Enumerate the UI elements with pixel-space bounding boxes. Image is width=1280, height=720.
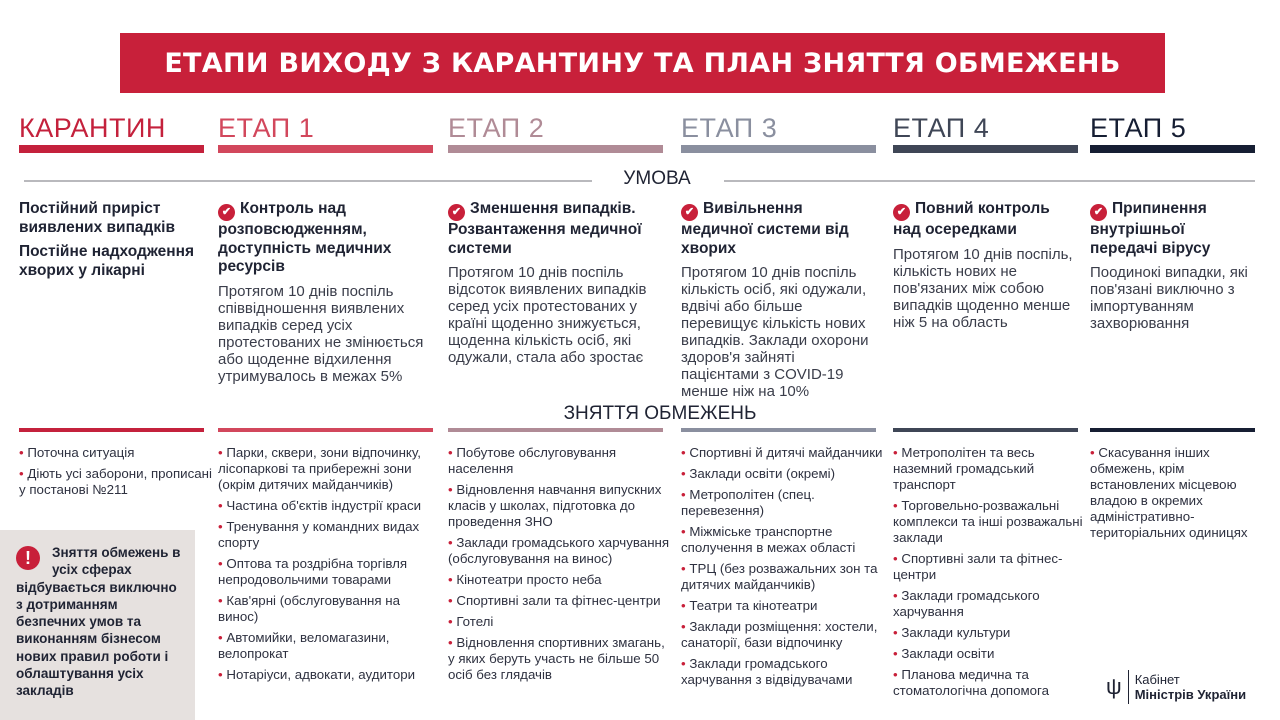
condition-title: Вивільнення медичної системи від хворих <box>681 200 849 257</box>
list-item: Готелі <box>448 614 673 630</box>
list-item: Заклади громадського харчування з відвід… <box>681 656 886 688</box>
check-circle-icon: ✔ <box>448 204 465 221</box>
list-item: Відновлення спортивних змагань, у яких б… <box>448 635 673 683</box>
condition-heading: Постійний приріст виявлених випадків <box>19 200 204 237</box>
page-title: ЕТАПИ ВИХОДУ З КАРАНТИНУ ТА ПЛАН ЗНЯТТЯ … <box>120 33 1165 93</box>
divider <box>1127 670 1129 704</box>
logo-line2: Міністрів України <box>1134 687 1247 702</box>
condition-heading: ✔ Повний контроль над осередками <box>893 200 1078 240</box>
condition-heading: Постійне надходження хворих у лікарні <box>19 243 195 279</box>
section-restrictions: ЗНЯТТЯ ОБМЕЖЕНЬ <box>551 403 769 425</box>
stage-label: КАРАНТИН <box>19 113 166 143</box>
note-text: Зняття обмежень в усіх сферах відбуваєть… <box>16 545 181 699</box>
list-item: Кінотеатри просто неба <box>448 572 673 588</box>
trident-icon: ψ <box>1106 674 1122 699</box>
list-item: Спортивні зали та фітнес-центри <box>448 593 673 609</box>
list-item: Заклади розміщення: хостели, санаторії, … <box>681 619 886 651</box>
list-item: Відновлення навчання випускних класів у … <box>448 482 673 530</box>
check-circle-icon: ✔ <box>1090 204 1107 221</box>
list-item: Скасування інших обмежень, крім встановл… <box>1090 445 1265 541</box>
list-item: Театри та кінотеатри <box>681 598 886 614</box>
list-item: Тренування у командних видах спорту <box>218 519 443 551</box>
stage-bar <box>893 145 1078 153</box>
condition-block: ✔ Припинення внутрішньої передачі вірусу П… <box>1090 200 1255 332</box>
stage-label: ЕТАП 3 <box>681 113 778 143</box>
condition-title: Припинення внутрішньої передачі вірусу <box>1090 200 1211 257</box>
condition-title: Зменшення випадків. Розвантаження медичн… <box>448 200 642 257</box>
stage-label: ЕТАП 2 <box>448 113 545 143</box>
check-circle-icon: ✔ <box>893 204 910 221</box>
condition-text: Протягом 10 днів поспіль кількість осіб,… <box>681 264 869 400</box>
logo-line1: Кабінет <box>1134 672 1180 687</box>
list-item: Частина об'єктів індустрії краси <box>218 498 443 514</box>
condition-title: Повний контроль над осередками <box>893 200 1050 238</box>
condition-text: Поодинокі випадки, які пов'язані виключн… <box>1090 264 1248 332</box>
restrictions-list: Поточна ситуація Діють усі заборони, проп… <box>19 445 214 503</box>
restrictions-list: Скасування інших обмежень, крім встановл… <box>1090 445 1265 546</box>
stage-bar <box>19 145 204 153</box>
list-item: Нотаріуси, адвокати, аудитори <box>218 667 443 683</box>
condition-heading: ✔ Вивільнення медичної системи від хворих <box>681 200 876 258</box>
list-item: ТРЦ (без розважальних зон та дитячих май… <box>681 561 886 593</box>
list-item: Заклади освіти (окремі) <box>681 466 886 482</box>
logo: ψ Кабінет Міністрів України <box>1106 670 1246 704</box>
condition-heading: ✔ Контроль над розповсюдженням, доступніс… <box>218 200 433 277</box>
check-circle-icon: ✔ <box>218 204 235 221</box>
list-item: Заклади громадського харчування (обслуго… <box>448 535 673 567</box>
stage-bar <box>218 145 433 153</box>
condition-title: Постійний приріст виявлених випадків <box>19 200 175 236</box>
check-circle-icon: ✔ <box>681 204 698 221</box>
list-item: Заклади освіти <box>893 646 1088 662</box>
list-item: Кав'ярні (обслуговування на винос) <box>218 593 443 625</box>
condition-heading: ✔ Зменшення випадків. Розвантаження медич… <box>448 200 663 258</box>
stage-bar <box>893 428 1078 432</box>
stage-bar <box>448 428 663 432</box>
list-item: Спортивні зали та фітнес-центри <box>893 551 1088 583</box>
stage-bar <box>19 428 204 432</box>
list-item: Міжміське транспортне сполучення в межах… <box>681 524 886 556</box>
condition-block: ✔ Вивільнення медичної системи від хворих… <box>681 200 876 400</box>
stage-bar <box>218 428 433 432</box>
list-item: Поточна ситуація <box>19 445 214 461</box>
condition-title: Контроль над розповсюдженням, доступніст… <box>218 200 392 275</box>
condition-block: Постійний приріст виявлених випадків Пост… <box>19 200 204 286</box>
divider <box>724 180 1255 182</box>
list-item: Автомийки, веломагазини, велопрокат <box>218 630 443 662</box>
stage-bar <box>1090 145 1255 153</box>
stage-label: ЕТАП 5 <box>1090 113 1187 143</box>
condition-text: Протягом 10 днів поспіль співвідношення … <box>218 282 424 385</box>
divider <box>24 180 592 182</box>
condition-block: ✔ Повний контроль над осередками Протягом … <box>893 200 1078 331</box>
condition-text: Протягом 10 днів поспіль відсоток виявле… <box>448 264 647 366</box>
list-item: Планова медична та стоматологічна допомо… <box>893 667 1088 699</box>
restrictions-list: Парки, сквери, зони відпочинку, лісопарк… <box>218 445 443 688</box>
list-item: Заклади громадського харчування <box>893 588 1088 620</box>
stage-bar <box>1090 428 1255 432</box>
warning-note: ! Зняття обмежень в усіх сферах відбуває… <box>0 530 195 720</box>
stage-label: ЕТАП 4 <box>893 113 990 143</box>
restrictions-list: Спортивні й дитячі майданчики Заклади осв… <box>681 445 886 693</box>
list-item: Спортивні й дитячі майданчики <box>681 445 886 461</box>
stage-label: ЕТАП 1 <box>218 113 315 143</box>
condition-block: ✔ Контроль над розповсюдженням, доступніс… <box>218 200 433 385</box>
restrictions-list: Метрополітен та весь наземний громадськи… <box>893 445 1088 704</box>
section-conditions: УМОВА <box>611 168 703 190</box>
list-item: Торговельно-розважальні комплекси та інш… <box>893 498 1088 546</box>
exclamation-icon: ! <box>16 546 40 570</box>
list-item: Парки, сквери, зони відпочинку, лісопарк… <box>218 445 443 493</box>
stage-bar <box>681 428 876 432</box>
condition-text: Протягом 10 днів поспіль, кількість нови… <box>893 245 1073 331</box>
list-item: Метрополітен (спец. перевезення) <box>681 487 886 519</box>
stage-bar <box>448 145 663 153</box>
list-item: Заклади культури <box>893 625 1088 641</box>
list-item: Побутове обслуговування населення <box>448 445 673 477</box>
condition-heading: ✔ Припинення внутрішньої передачі вірусу <box>1090 200 1255 258</box>
condition-block: ✔ Зменшення випадків. Розвантаження медич… <box>448 200 663 366</box>
list-item: Метрополітен та весь наземний громадськи… <box>893 445 1088 493</box>
restrictions-list: Побутове обслуговування населення Відновл… <box>448 445 673 688</box>
list-item: Оптова та роздрібна торгівля непродоволь… <box>218 556 443 588</box>
stage-bar <box>681 145 876 153</box>
list-item: Діють усі заборони, прописані у постанов… <box>19 466 214 498</box>
